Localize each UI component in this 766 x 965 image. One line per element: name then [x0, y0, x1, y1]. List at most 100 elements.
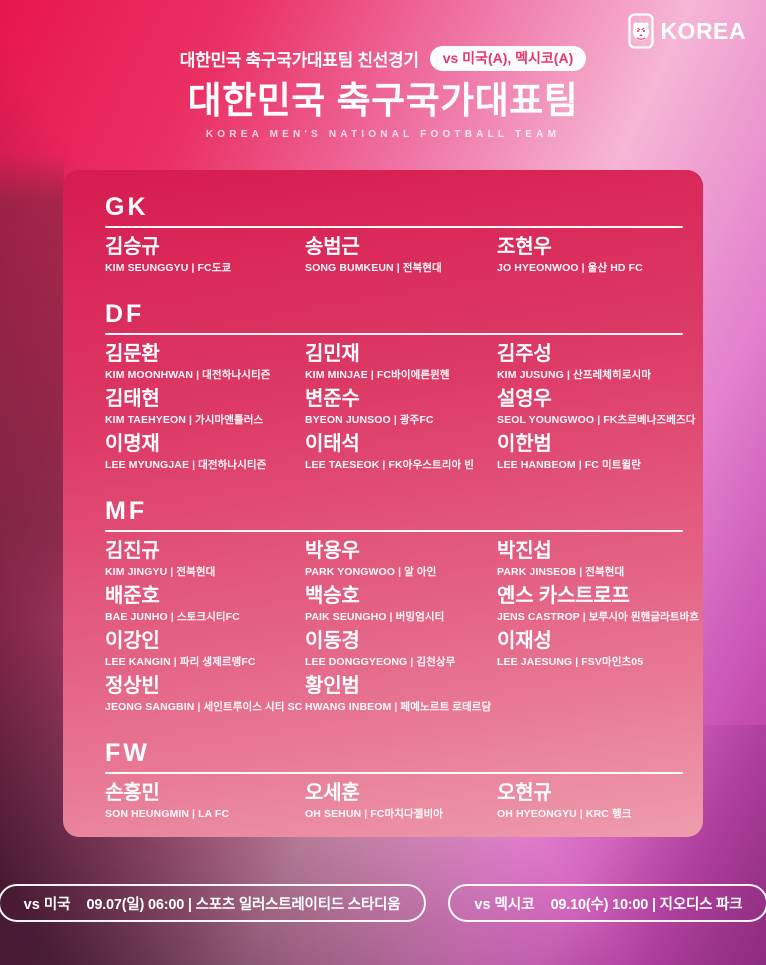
player-name-en-and-club: SEOL YOUNGWOO | FK츠르베나즈베즈다	[497, 414, 696, 426]
player-entry: 이재성 LEE JAESUNG | FSV마인츠05	[497, 630, 699, 669]
player-entry: 정상빈 JEONG SANGBIN | 세인트루이스 시티 SC	[105, 675, 305, 714]
player-name-kr: 옌스 카스트로프	[497, 585, 630, 607]
player-entry: 송범근 SONG BUMKEUN | 전북현대	[305, 236, 497, 275]
roster-panel: GK 김승규 KIM SEUNGGYU | FC도쿄 송범근 SONG BUMK…	[63, 170, 703, 837]
header: KOREA 대한민국 축구국가대표팀 친선경기 vs 미국(A), 멕시코(A)…	[0, 0, 766, 140]
tiger-emblem-icon	[628, 13, 655, 49]
player-name-kr: 김문환	[105, 343, 160, 365]
player-entry: 백승호 PAIK SEUNGHO | 버밍엄시티	[305, 585, 497, 624]
match-datetime-venue: 09.10(수) 10:00 | 지오디스 파크	[550, 896, 743, 913]
section-divider	[105, 530, 683, 532]
page-title-english: KOREA MEN'S NATIONAL FOOTBALL TEAM	[205, 128, 561, 140]
player-name-en-and-club: LEE JAESUNG | FSV마인츠05	[497, 656, 644, 668]
player-name-en-and-club: KIM TAEHYEON | 가시마앤틀러스	[105, 414, 264, 426]
player-entry: 이태석 LEE TAESEOK | FK아우스트리아 빈	[305, 433, 497, 472]
player-entry: 변준수 BYEON JUNSOO | 광주FC	[305, 388, 497, 427]
player-name-en-and-club: LEE TAESEOK | FK아우스트리아 빈	[305, 459, 475, 471]
player-name-en-and-club: JENS CASTROP | 보루시아 묀헨글라트바흐	[497, 611, 700, 623]
player-entry: 이강인 LEE KANGIN | 파리 생제르맹FC	[105, 630, 305, 669]
player-name-en-and-club: OH SEHUN | FC마치다젤비아	[305, 808, 444, 820]
page-title: 대한민국 축구국가대표팀	[187, 80, 579, 121]
player-entry: 김진규 KIM JINGYU | 전북현대	[105, 540, 305, 579]
player-entry: 황인범 HWANG INBEOM | 페예노르트 로테르담	[305, 675, 497, 714]
player-name-kr: 송범근	[305, 236, 360, 258]
player-name-en-and-club: LEE DONGGYEONG | 김천상무	[305, 656, 456, 668]
player-entry: 김문환 KIM MOONHWAN | 대전하나시티즌	[105, 343, 305, 382]
player-name-en-and-club: BAE JUNHO | 스토크시티FC	[105, 611, 240, 623]
position-section-mf: MF 김진규 KIM JINGYU | 전북현대 박용우 PARK YONGWO…	[105, 497, 699, 720]
player-name-en-and-club: KIM JUSUNG | 산프레체히로시마	[497, 369, 652, 381]
player-name-kr: 이강인	[105, 630, 160, 652]
match-opponent: vs 미국	[23, 896, 71, 913]
player-name-kr: 박용우	[305, 540, 360, 562]
player-name-kr: 김승규	[105, 236, 160, 258]
player-name-en-and-club: PARK JINSEOB | 전북현대	[497, 566, 625, 578]
player-name-kr: 백승호	[305, 585, 360, 607]
player-name-kr: 오현규	[497, 782, 552, 804]
subtitle-row: 대한민국 축구국가대표팀 친선경기 vs 미국(A), 멕시코(A)	[0, 46, 766, 71]
player-name-en-and-club: HWANG INBEOM | 페예노르트 로테르담	[305, 701, 492, 713]
player-name-kr: 이한범	[497, 433, 552, 455]
section-divider	[105, 772, 683, 774]
position-section-df: DF 김문환 KIM MOONHWAN | 대전하나시티즌 김민재 KIM MI…	[105, 301, 695, 478]
match-schedule: vs 미국 09.07(일) 06:00 | 스포츠 일러스트레이티드 스타디움…	[0, 884, 766, 922]
player-name-en-and-club: JEONG SANGBIN | 세인트루이스 시티 SC	[105, 701, 303, 713]
player-entry: 박진섭 PARK JINSEOB | 전북현대	[497, 540, 699, 579]
player-name-en-and-club: PARK YONGWOO | 알 아인	[305, 566, 437, 578]
player-name-kr: 정상빈	[105, 675, 160, 697]
player-name-en-and-club: OH HYEONGYU | KRC 헹크	[497, 808, 632, 820]
player-name-en-and-club: KIM SEUNGGYU | FC도쿄	[105, 262, 232, 274]
player-entry: 김태현 KIM TAEHYEON | 가시마앤틀러스	[105, 388, 305, 427]
player-entry: 설영우 SEOL YOUNGWOO | FK츠르베나즈베즈다	[497, 388, 696, 427]
player-name-en-and-club: KIM JINGYU | 전북현대	[105, 566, 216, 578]
player-name-en-and-club: SON HEUNGMIN | LA FC	[105, 808, 230, 820]
player-name-kr: 이태석	[305, 433, 360, 455]
player-entry: 김민재 KIM MINJAE | FC바이에른뮌헨	[305, 343, 497, 382]
position-label: FW	[105, 739, 150, 767]
player-name-kr: 박진섭	[497, 540, 552, 562]
player-name-kr: 김태현	[105, 388, 160, 410]
friendly-match-subtitle: 대한민국 축구국가대표팀 친선경기	[179, 51, 419, 70]
korea-logo-text: KOREA	[660, 17, 746, 44]
background-maroon-band	[0, 155, 64, 625]
player-name-en-and-club: PAIK SEUNGHO | 버밍엄시티	[305, 611, 445, 623]
section-divider	[105, 333, 683, 335]
player-entry: 김주성 KIM JUSUNG | 산프레체히로시마	[497, 343, 696, 382]
match-badge: vs 멕시코 09.10(수) 10:00 | 지오디스 파크	[448, 884, 766, 922]
match-badge: vs 미국 09.07(일) 06:00 | 스포츠 일러스트레이티드 스타디움	[0, 884, 427, 922]
player-name-kr: 이명재	[105, 433, 160, 455]
position-label: MF	[105, 497, 148, 525]
players-grid: 김승규 KIM SEUNGGYU | FC도쿄 송범근 SONG BUMKEUN…	[105, 236, 683, 281]
player-name-kr: 설영우	[497, 388, 552, 410]
player-name-kr: 이동경	[305, 630, 360, 652]
player-entry: 박용우 PARK YONGWOO | 알 아인	[305, 540, 497, 579]
player-entry: 이명재 LEE MYUNGJAE | 대전하나시티즌	[105, 433, 305, 472]
player-name-en-and-club: KIM MOONHWAN | 대전하나시티즌	[105, 369, 271, 381]
player-entry: 옌스 카스트로프 JENS CASTROP | 보루시아 묀헨글라트바흐	[497, 585, 699, 624]
player-name-en-and-club: SONG BUMKEUN | 전북현대	[305, 262, 442, 274]
player-name-en-and-club: LEE MYUNGJAE | 대전하나시티즌	[105, 459, 267, 471]
player-name-kr: 김주성	[497, 343, 552, 365]
player-entry: 이한범 LEE HANBEOM | FC 미트윌란	[497, 433, 696, 472]
player-entry: 오세훈 OH SEHUN | FC마치다젤비아	[305, 782, 497, 821]
player-name-en-and-club: JO HYEONWOO | 울산 HD FC	[497, 262, 643, 274]
player-name-en-and-club: LEE KANGIN | 파리 생제르맹FC	[105, 656, 256, 668]
player-name-kr: 김민재	[305, 343, 360, 365]
player-name-kr: 변준수	[305, 388, 360, 410]
player-entry: 김승규 KIM SEUNGGYU | FC도쿄	[105, 236, 305, 275]
player-name-kr: 황인범	[305, 675, 360, 697]
player-name-kr: 오세훈	[305, 782, 360, 804]
position-label: GK	[105, 193, 149, 221]
player-name-kr: 조현우	[497, 236, 552, 258]
players-grid: 김문환 KIM MOONHWAN | 대전하나시티즌 김민재 KIM MINJA…	[105, 343, 695, 478]
player-entry: 이동경 LEE DONGGYEONG | 김천상무	[305, 630, 497, 669]
korea-logo: KOREA	[628, 13, 746, 49]
opponents-badge: vs 미국(A), 멕시코(A)	[429, 46, 587, 71]
player-name-en-and-club: BYEON JUNSOO | 광주FC	[305, 414, 434, 426]
player-entry: 조현우 JO HYEONWOO | 울산 HD FC	[497, 236, 683, 275]
player-name-en-and-club: LEE HANBEOM | FC 미트윌란	[497, 459, 642, 471]
section-divider	[105, 226, 683, 228]
player-name-en-and-club: KIM MINJAE | FC바이에른뮌헨	[305, 369, 450, 381]
position-section-fw: FW 손흥민 SON HEUNGMIN | LA FC 오세훈 OH SEHUN…	[105, 740, 683, 827]
